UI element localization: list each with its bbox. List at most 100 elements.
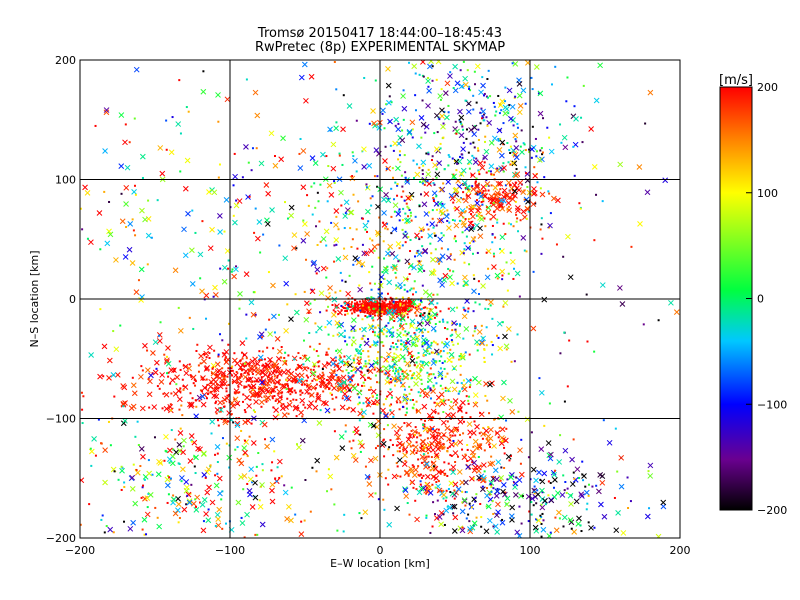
data-point-dot (428, 443, 431, 446)
data-point-cross (488, 426, 494, 433)
data-point-cross (404, 469, 410, 476)
data-point-dot (436, 343, 439, 346)
data-point-dot (330, 488, 333, 491)
data-point-dot (419, 314, 422, 317)
data-point-cross (343, 199, 350, 206)
data-point-dot (392, 300, 395, 303)
data-point-cross (340, 126, 346, 133)
data-point-cross (123, 184, 130, 191)
data-point-dot (366, 230, 369, 233)
data-point-dot (493, 202, 496, 205)
data-point-cross (530, 190, 537, 197)
data-point-dot (374, 307, 377, 310)
data-point-dot (490, 455, 493, 458)
data-point-cross (456, 469, 463, 475)
data-point-dot (348, 305, 351, 308)
data-point-cross (420, 315, 427, 322)
data-point-dot (487, 170, 490, 173)
data-point-dot (188, 316, 191, 319)
data-point-cross (372, 359, 379, 366)
data-point-dot (314, 206, 317, 209)
data-point-dot (464, 453, 467, 456)
data-point-dot (451, 434, 454, 437)
data-point-dot (440, 88, 443, 91)
data-point-dot (206, 383, 209, 386)
data-point-cross (123, 201, 129, 207)
data-point-dot (548, 192, 551, 195)
data-point-cross (163, 405, 170, 412)
data-point-dot (455, 132, 458, 135)
data-point-dot (404, 344, 407, 347)
data-point-dot (478, 170, 481, 173)
data-point-cross (512, 61, 519, 67)
data-point-dot (389, 388, 392, 391)
data-point-dot (273, 365, 276, 368)
data-point-dot (230, 369, 233, 372)
data-point-cross (260, 379, 267, 386)
data-point-dot (419, 434, 422, 437)
data-point-dot (436, 131, 439, 134)
data-point-dot (218, 163, 221, 166)
data-point-dot (493, 105, 496, 108)
data-point-dot (505, 261, 508, 264)
data-point-dot (217, 176, 220, 179)
data-point-cross (243, 368, 249, 375)
data-point-cross (440, 123, 446, 130)
data-point-dot (562, 255, 565, 258)
data-point-cross (424, 320, 431, 327)
data-point-dot (404, 171, 407, 174)
data-point-cross (477, 233, 484, 240)
data-point-dot (317, 377, 320, 380)
data-point-dot (387, 310, 390, 313)
data-point-cross (80, 477, 85, 484)
data-point-dot (381, 271, 384, 274)
data-point-dot (479, 502, 482, 505)
data-point-dot (133, 184, 136, 187)
data-point-cross (215, 92, 221, 98)
data-point-dot (382, 221, 385, 224)
data-point-dot (319, 183, 322, 186)
data-point-dot (371, 317, 374, 320)
data-point-dot (475, 177, 478, 180)
data-point-cross (536, 469, 542, 476)
data-point-dot (522, 142, 525, 145)
data-point-cross (301, 61, 308, 68)
data-point-dot (335, 385, 338, 388)
data-point-dot (158, 334, 161, 337)
data-point-dot (350, 330, 353, 333)
data-point-dot (168, 461, 171, 464)
data-point-dot (212, 295, 215, 298)
data-point-dot (332, 376, 335, 379)
data-point-dot (315, 331, 318, 334)
data-point-dot (325, 379, 328, 382)
data-point-dot (419, 483, 422, 486)
data-point-dot (430, 341, 433, 344)
data-point-cross (104, 240, 111, 247)
data-point-cross (256, 219, 263, 225)
data-point-dot (554, 65, 557, 68)
data-point-dot (492, 475, 495, 478)
data-point-dot (338, 152, 341, 155)
data-point-dot (359, 328, 362, 331)
data-point-dot (344, 389, 347, 392)
data-point-dot (401, 228, 404, 231)
data-point-dot (453, 219, 456, 222)
data-point-dot (244, 411, 247, 414)
data-point-cross (430, 256, 436, 263)
data-point-cross (617, 161, 624, 168)
data-point-cross (448, 441, 455, 448)
data-point-dot (400, 303, 403, 306)
data-point-dot (407, 236, 410, 239)
data-point-dot (342, 94, 345, 97)
data-point-cross (131, 390, 138, 397)
data-point-cross (205, 517, 212, 524)
data-point-dot (352, 263, 355, 266)
data-point-dot (181, 414, 184, 417)
data-point-dot (90, 464, 93, 467)
data-point-dot (81, 228, 84, 231)
data-point-dot (243, 362, 246, 365)
data-point-cross (391, 226, 398, 233)
data-point-dot (219, 267, 222, 270)
data-point-cross (376, 125, 383, 131)
data-point-dot (428, 352, 431, 355)
